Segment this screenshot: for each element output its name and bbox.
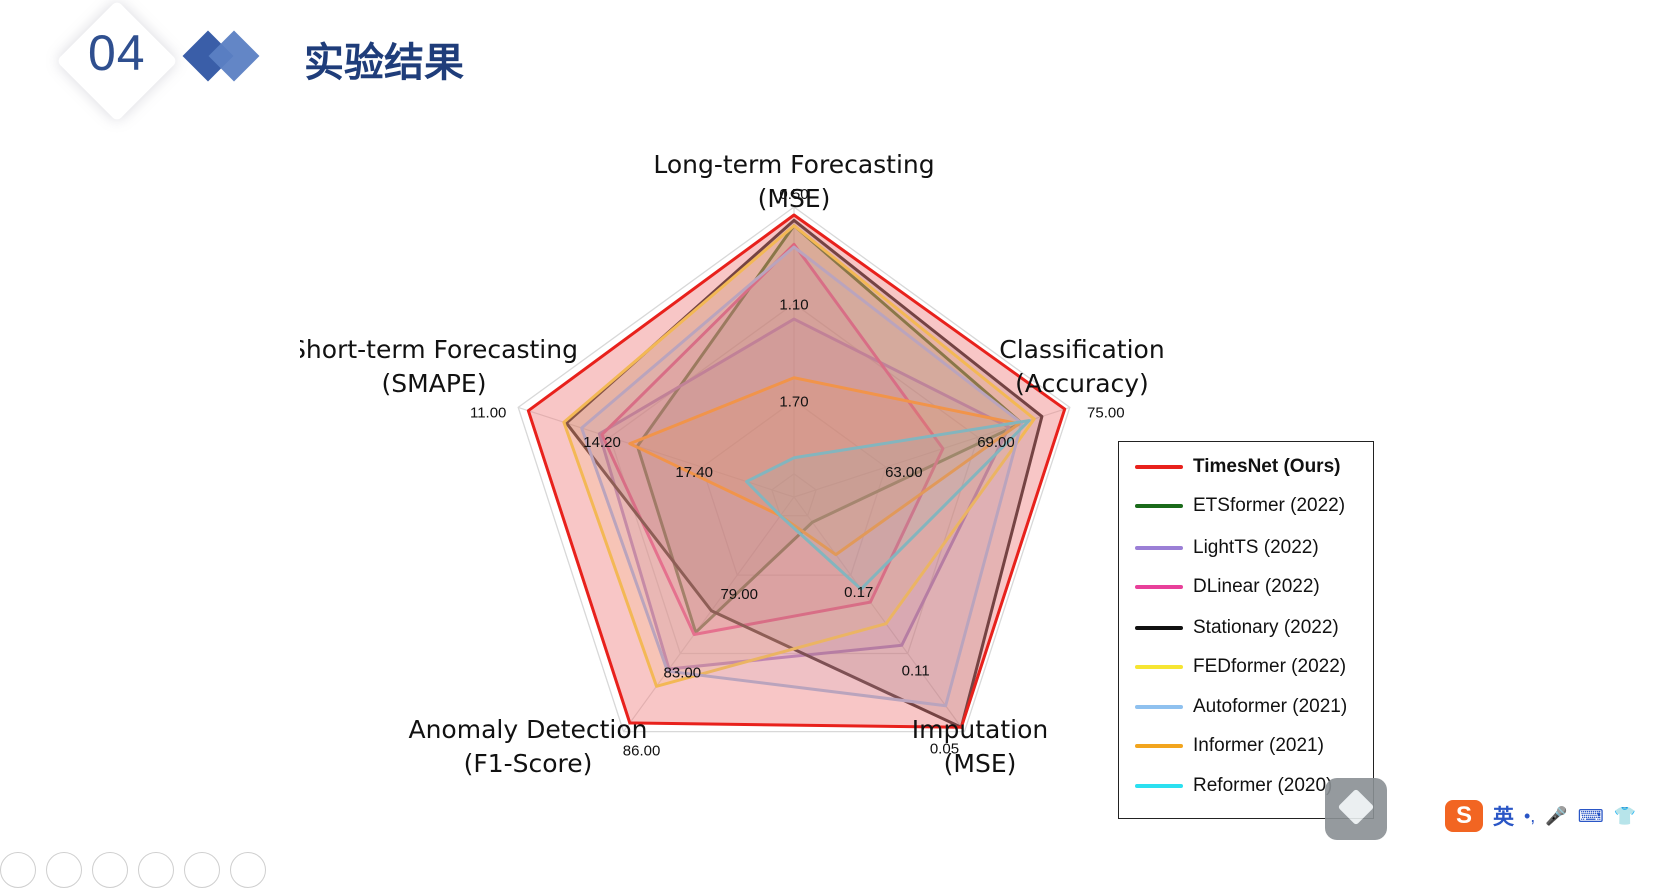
axis-label: Long-term Forecasting xyxy=(653,150,934,179)
axis-label: (Accuracy) xyxy=(1015,369,1149,398)
tick-label: 86.00 xyxy=(623,743,661,760)
axis-label: (F1-Score) xyxy=(464,749,593,778)
tick-label: 79.00 xyxy=(720,586,758,603)
series-line xyxy=(600,242,945,636)
toolbar-circle-icon[interactable] xyxy=(230,852,266,888)
legend-swatch xyxy=(1135,504,1183,508)
app-launcher-button[interactable] xyxy=(1325,778,1387,840)
legend-item: ETSformer (2022) xyxy=(1135,491,1345,521)
slide-title: 实验结果 xyxy=(304,40,464,86)
ime-language-toggle[interactable]: 英 xyxy=(1493,806,1514,829)
tick-label: 69.00 xyxy=(977,434,1015,451)
punctuation-toggle-icon[interactable]: •, xyxy=(1524,805,1536,826)
slide-number: 04 xyxy=(88,25,146,81)
toolbar-circle-icon[interactable] xyxy=(184,852,220,888)
legend-label: Reformer (2020) xyxy=(1193,775,1333,796)
legend-swatch xyxy=(1135,585,1183,589)
axis-label: Classification xyxy=(999,335,1164,364)
legend-label: Autoformer (2021) xyxy=(1193,696,1348,717)
legend-swatch xyxy=(1135,546,1183,550)
legend-swatch xyxy=(1135,784,1183,788)
axis-label: Imputation xyxy=(912,715,1048,744)
tick-label: 0.17 xyxy=(844,584,873,601)
legend-item: FEDformer (2022) xyxy=(1135,652,1346,682)
legend-item: TimesNet (Ours) xyxy=(1135,452,1340,482)
legend-item: LightTS (2022) xyxy=(1135,533,1319,563)
grid-ring xyxy=(609,302,979,655)
axis-spoke xyxy=(623,496,795,732)
axis-label: (MSE) xyxy=(944,749,1017,778)
series-line xyxy=(628,376,1021,557)
legend-swatch xyxy=(1135,665,1183,669)
grid-ring xyxy=(701,399,887,576)
ime-toolbar: S 英 •, 🎤 ⌨ 👕 xyxy=(1445,799,1655,833)
skin-icon[interactable]: 👕 xyxy=(1613,805,1637,826)
floating-toolbar: S 英 •, 🎤 ⌨ 👕 xyxy=(1325,775,1655,853)
microphone-icon[interactable]: 🎤 xyxy=(1545,805,1568,826)
tick-label: 63.00 xyxy=(885,464,923,481)
legend-label: ETSformer (2022) xyxy=(1193,495,1346,516)
toolbar-circle-icon[interactable] xyxy=(92,852,128,888)
chart-legend: TimesNet (Ours) ETSformer (2022) LightTS (… xyxy=(1118,441,1374,819)
tick-label: 0.05 xyxy=(930,741,959,758)
toolbar-circle-icon[interactable] xyxy=(138,852,174,888)
legend-item: Informer (2021) xyxy=(1135,731,1324,761)
legend-item: DLinear (2022) xyxy=(1135,572,1320,602)
legend-item: Autoformer (2021) xyxy=(1135,692,1347,722)
axis-label: (MSE) xyxy=(758,184,831,213)
series-line xyxy=(580,245,1024,708)
legend-item: Reformer (2020) xyxy=(1135,771,1332,801)
legend-swatch xyxy=(1135,465,1183,469)
tick-label: 14.20 xyxy=(583,434,621,451)
bottom-toolbar xyxy=(0,848,320,888)
tick-label: 1.10 xyxy=(779,297,808,314)
legend-label: Informer (2021) xyxy=(1193,735,1324,756)
series-line xyxy=(635,224,1024,634)
legend-label: TimesNet (Ours) xyxy=(1193,456,1341,477)
sogou-logo-icon[interactable]: S xyxy=(1445,800,1483,832)
grid-ring xyxy=(771,472,817,517)
tick-label: 0.11 xyxy=(902,662,930,679)
axis-label: Short-term Forecasting xyxy=(300,335,578,364)
tick-label: 0.50 xyxy=(779,186,808,203)
tick-label: 11.00 xyxy=(470,404,506,421)
tick-label: 83.00 xyxy=(664,664,702,681)
grid-ring xyxy=(517,206,1071,733)
axis-label: (SMAPE) xyxy=(382,369,487,398)
toolbar-circle-icon[interactable] xyxy=(0,852,36,888)
series-line xyxy=(745,419,1031,591)
axis-label: Anomaly Detection xyxy=(408,715,647,744)
series-line xyxy=(597,317,1011,671)
slide-header: 04 实验结果 xyxy=(0,0,1658,140)
radar-chart: 0.50 1.10 1.70 75.00 69.00 63.00 0.05 0.11 0.17 8… xyxy=(300,150,1165,778)
keyboard-icon[interactable]: ⌨ xyxy=(1577,805,1604,826)
legend-item: Stationary (2022) xyxy=(1135,613,1339,643)
tick-label: 75.00 xyxy=(1087,404,1125,421)
toolbar-circle-icon[interactable] xyxy=(46,852,82,888)
diamond-app-icon xyxy=(1337,788,1375,826)
legend-label: FEDformer (2022) xyxy=(1193,656,1347,677)
watermark xyxy=(1360,2,1655,32)
legend-label: DLinear (2022) xyxy=(1193,576,1320,597)
series-line xyxy=(526,213,1067,729)
legend-swatch xyxy=(1135,705,1183,709)
tick-label: 17.40 xyxy=(675,464,713,481)
legend-swatch xyxy=(1135,744,1183,748)
legend-label: Stationary (2022) xyxy=(1193,617,1339,638)
tick-label: 1.70 xyxy=(779,393,808,410)
legend-label: LightTS (2022) xyxy=(1193,537,1319,558)
legend-swatch xyxy=(1135,626,1183,630)
axis-spoke xyxy=(793,496,965,732)
